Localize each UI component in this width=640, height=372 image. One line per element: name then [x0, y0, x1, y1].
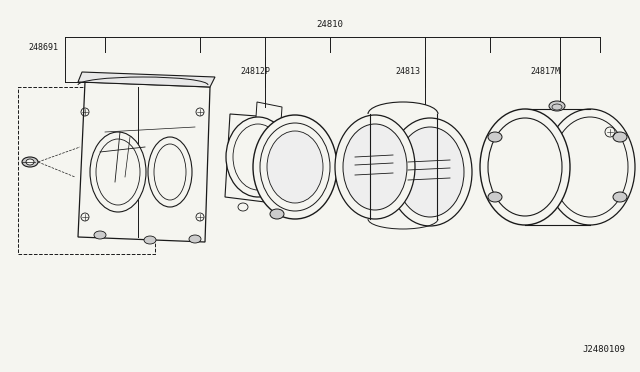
Polygon shape — [255, 102, 282, 137]
Text: 248691: 248691 — [28, 42, 58, 51]
Polygon shape — [78, 72, 215, 87]
Ellipse shape — [226, 117, 290, 197]
Ellipse shape — [335, 115, 415, 219]
Ellipse shape — [253, 115, 337, 219]
Ellipse shape — [388, 118, 472, 226]
Text: 24810: 24810 — [317, 20, 344, 29]
Polygon shape — [225, 114, 270, 202]
Ellipse shape — [488, 132, 502, 142]
Ellipse shape — [343, 124, 407, 210]
Ellipse shape — [267, 131, 323, 203]
Ellipse shape — [26, 159, 34, 165]
Ellipse shape — [94, 231, 106, 239]
Ellipse shape — [613, 132, 627, 142]
Ellipse shape — [396, 127, 464, 217]
Ellipse shape — [549, 101, 565, 111]
Text: 24812P: 24812P — [240, 67, 270, 76]
Polygon shape — [78, 82, 210, 242]
Ellipse shape — [189, 235, 201, 243]
Ellipse shape — [90, 132, 146, 212]
Ellipse shape — [270, 209, 284, 219]
Ellipse shape — [22, 157, 38, 167]
Ellipse shape — [488, 192, 502, 202]
Text: 24817M: 24817M — [530, 67, 560, 76]
Ellipse shape — [480, 109, 570, 225]
Text: J2480109: J2480109 — [582, 345, 625, 354]
Ellipse shape — [148, 137, 192, 207]
Ellipse shape — [144, 236, 156, 244]
Ellipse shape — [613, 192, 627, 202]
Text: 24813: 24813 — [395, 67, 420, 76]
Ellipse shape — [545, 109, 635, 225]
